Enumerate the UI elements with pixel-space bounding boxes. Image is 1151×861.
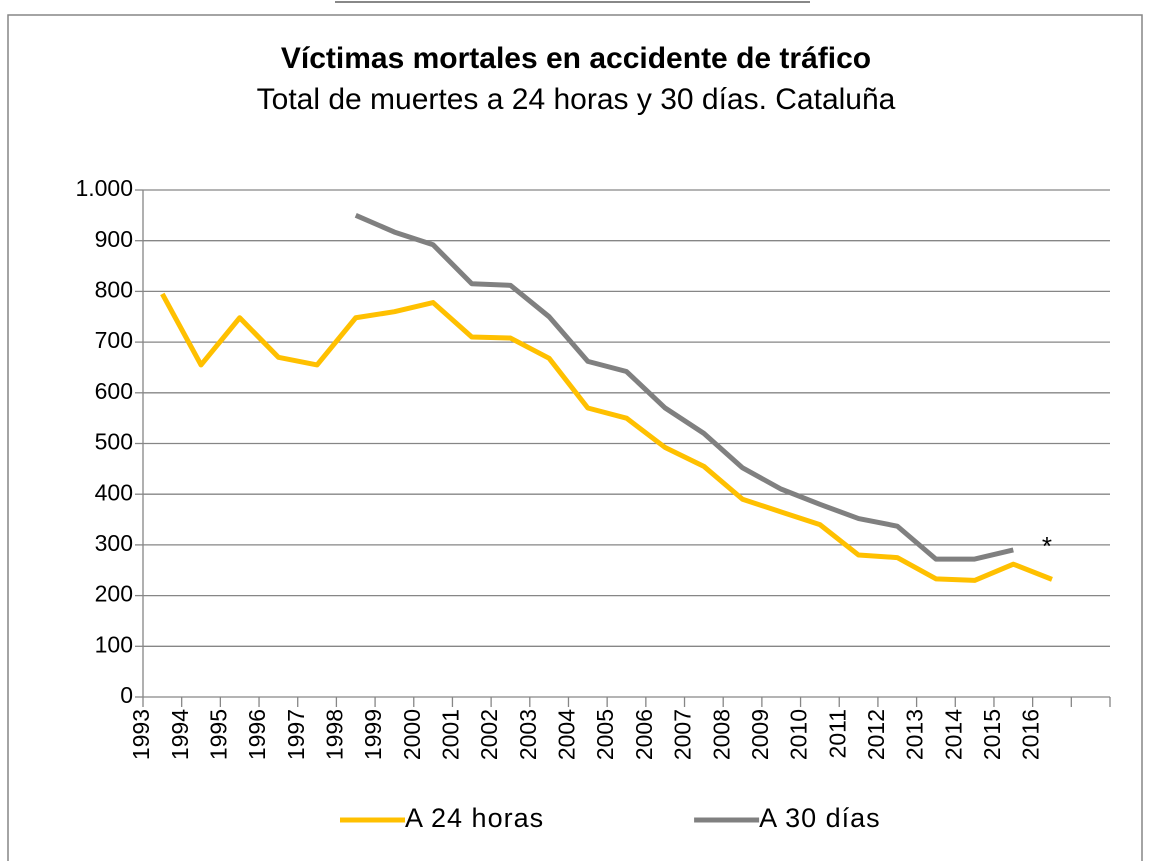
legend-label: A 30 días xyxy=(759,803,881,833)
x-tick-label: 2004 xyxy=(554,709,580,760)
x-tick-label: 2013 xyxy=(902,709,928,760)
chart-frame xyxy=(7,14,1143,861)
y-tick-label: 100 xyxy=(95,631,133,657)
legend-label: A 24 horas xyxy=(405,803,544,833)
x-tick-label: 2006 xyxy=(631,709,657,760)
x-tick-label: 2000 xyxy=(399,709,425,760)
x-tick-label: 2005 xyxy=(592,709,618,760)
x-tick-label: 2010 xyxy=(786,709,812,760)
y-tick-label: 0 xyxy=(120,682,133,708)
x-tick-label: 1994 xyxy=(167,709,193,760)
x-tick-label: 1999 xyxy=(360,709,386,760)
y-tick-label: 700 xyxy=(95,327,133,353)
x-tick-label: 2002 xyxy=(476,709,502,760)
x-tick-label: 1995 xyxy=(205,709,231,760)
y-tick-label: 1.000 xyxy=(75,175,133,201)
x-tick-label: 2009 xyxy=(747,709,773,760)
x-tick-label: 2007 xyxy=(670,709,696,760)
x-tick-label: 2012 xyxy=(863,709,889,760)
chart-title: Víctimas mortales en accidente de tráfic… xyxy=(281,42,871,75)
y-tick-label: 300 xyxy=(95,530,133,556)
x-tick-label: 2014 xyxy=(940,709,966,760)
y-tick-label: 800 xyxy=(95,276,133,302)
x-tick-label: 1996 xyxy=(244,709,270,760)
chart-subtitle: Total de muertes a 24 horas y 30 días. C… xyxy=(257,83,896,116)
y-tick-label: 200 xyxy=(95,581,133,607)
x-tick-label: 2003 xyxy=(515,709,541,760)
series-line xyxy=(160,292,1053,583)
y-tick-label: 500 xyxy=(95,429,133,455)
y-tick-label: 900 xyxy=(95,226,133,252)
series-line xyxy=(354,213,1014,562)
x-tick-label: 1998 xyxy=(321,709,347,760)
x-tick-label: 1993 xyxy=(128,709,154,760)
annotation: * xyxy=(1042,531,1052,561)
x-tick-label: 1997 xyxy=(283,709,309,760)
y-tick-label: 600 xyxy=(95,378,133,404)
x-tick-label: 2015 xyxy=(979,709,1005,760)
y-tick-label: 400 xyxy=(95,479,133,505)
x-tick-label: 2001 xyxy=(438,709,464,760)
x-tick-label: 2016 xyxy=(1018,709,1044,760)
x-tick-label: 2008 xyxy=(708,709,734,760)
x-tick-label: 2011 xyxy=(824,709,850,758)
